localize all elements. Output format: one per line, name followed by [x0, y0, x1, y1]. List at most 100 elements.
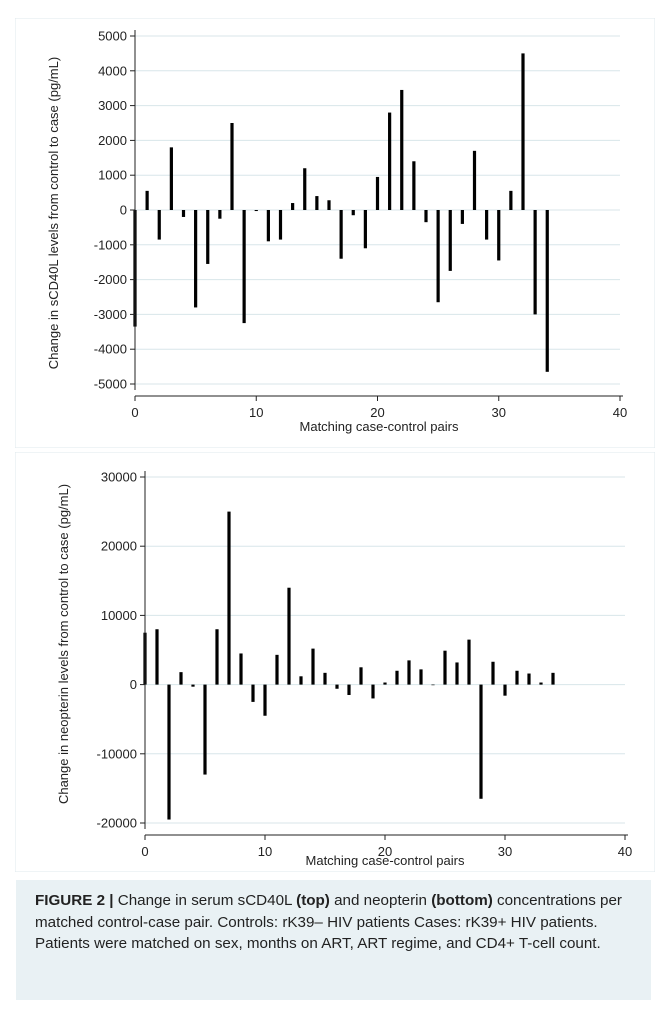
bar [395, 670, 399, 685]
x-tick-label: 20 [370, 405, 384, 420]
bar [359, 667, 363, 685]
bar [460, 210, 464, 224]
y-tick-label: -4000 [94, 342, 127, 357]
y-tick-label: -10000 [97, 746, 137, 761]
x-tick-label: 10 [249, 405, 263, 420]
bar [472, 150, 477, 210]
bar [339, 210, 343, 259]
bar [351, 210, 355, 216]
bar [145, 190, 149, 210]
bar [335, 684, 339, 689]
bar [194, 210, 198, 308]
bar [515, 670, 519, 685]
figure-caption: FIGURE 2 | Change in serum sCD40L (top) … [16, 880, 651, 1000]
bar [412, 161, 416, 210]
bar [263, 684, 267, 716]
bar [400, 89, 404, 210]
x-tick-label: 30 [498, 844, 512, 859]
bar [545, 210, 549, 372]
bar [287, 587, 291, 685]
bar [230, 123, 234, 210]
bar [448, 210, 452, 271]
x-tick-label: 40 [613, 405, 627, 420]
bar [551, 672, 555, 685]
figure-label: FIGURE 2 | [35, 892, 114, 909]
neopterin-chart: -20000 -10000 0 10000 20000 30000 0 10 20 30 40 Ma… [15, 452, 655, 872]
caption-top-word: (top) [296, 892, 330, 909]
bar [527, 673, 531, 685]
y-tick-label: 0 [130, 677, 137, 692]
bar [443, 650, 447, 685]
caption-text-3: concentrations per matched control-case … [35, 892, 622, 952]
bar [436, 210, 440, 303]
x-tick-label: 20 [378, 844, 392, 859]
bar [539, 682, 543, 685]
bar [242, 210, 246, 324]
bar [388, 112, 392, 210]
x-tick-label: 40 [618, 844, 632, 859]
bar [521, 53, 525, 211]
bar [206, 210, 210, 264]
bar [299, 676, 303, 685]
bar [155, 629, 159, 685]
y-axis-label: Change in neopterin levels from control … [56, 484, 71, 804]
bar [363, 210, 367, 249]
y-tick-label: -1000 [94, 237, 127, 252]
bar [455, 662, 459, 685]
bar [497, 210, 501, 261]
y-tick-label: 4000 [98, 63, 127, 78]
y-tick-label: 20000 [101, 539, 137, 554]
y-tick-label: 2000 [98, 133, 127, 148]
y-tick-label: 30000 [101, 470, 137, 485]
x-axis-label: Matching case-control pairs [300, 419, 459, 434]
bar [509, 190, 513, 210]
bar [467, 639, 471, 685]
y-tick-label: -3000 [94, 307, 127, 322]
bar [485, 210, 489, 240]
x-axis-label: Matching case-control pairs [306, 853, 465, 868]
bar [375, 176, 380, 210]
bar [419, 669, 423, 685]
bar [167, 684, 171, 820]
y-tick-label: -5000 [94, 377, 127, 392]
bar [371, 684, 375, 699]
y-tick-label: 1000 [98, 168, 127, 183]
bar [191, 684, 195, 687]
bar [327, 200, 331, 210]
bar [215, 629, 219, 685]
bar [266, 210, 270, 242]
y-tick-label: 3000 [98, 98, 127, 113]
bar [169, 147, 173, 210]
bar [303, 168, 307, 210]
bar [218, 210, 222, 219]
bar [347, 684, 351, 695]
bar [239, 653, 243, 685]
bar [251, 684, 255, 702]
bar [407, 660, 411, 685]
bar [181, 210, 186, 217]
bar [275, 654, 279, 685]
y-tick-label: 5000 [98, 29, 127, 44]
x-tick-label: 0 [131, 405, 138, 420]
y-tick-label: -20000 [97, 816, 137, 831]
y-tick-label: -2000 [94, 272, 127, 287]
y-tick-label: 0 [120, 203, 127, 218]
caption-text-1: Change in serum sCD40L [113, 892, 297, 909]
bar [383, 682, 387, 685]
bar [311, 648, 315, 685]
x-tick-label: 10 [258, 844, 272, 859]
bar [424, 210, 428, 223]
bar [491, 661, 495, 685]
bar [323, 672, 327, 685]
caption-text-2: and neopterin [329, 892, 432, 909]
bar [315, 196, 319, 210]
bar [479, 684, 483, 799]
bar [254, 210, 258, 212]
bar [203, 684, 207, 775]
bar [503, 684, 507, 696]
bar [533, 210, 537, 315]
bar [431, 684, 435, 686]
bar [278, 210, 283, 240]
bar [179, 672, 183, 685]
y-axis-label: Change in sCD40L levels from control to … [46, 57, 61, 369]
